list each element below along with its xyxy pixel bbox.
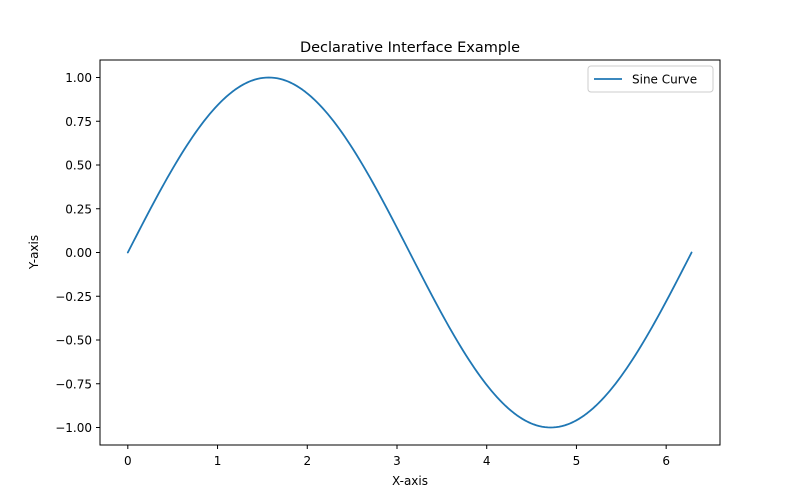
y-axis-title: Y-axis: [27, 235, 41, 270]
x-tick-label: 6: [662, 454, 670, 468]
y-tick-label: −0.75: [55, 377, 92, 391]
x-axis-title: X-axis: [392, 474, 428, 488]
legend-label: Sine Curve: [632, 73, 697, 87]
x-tick-label: 1: [214, 454, 222, 468]
y-tick-label: 0.25: [65, 202, 92, 216]
ticks-layer: 0 1 2 3 4 5 6 1.00 0.75 0.50 0.25 0.00 −0.25 −0.50 −0.…: [55, 71, 670, 468]
y-tick-label: −0.25: [55, 290, 92, 304]
series-line-sine-curve: [128, 78, 692, 428]
y-tick-label: 0.75: [65, 115, 92, 129]
legend: Sine Curve: [588, 66, 713, 92]
chart-title: Declarative Interface Example: [300, 40, 520, 56]
x-tick-label: 5: [573, 454, 581, 468]
series-layer: [128, 78, 692, 428]
y-tick-label: 1.00: [65, 71, 92, 85]
y-tick-label: 0.50: [65, 159, 92, 173]
x-tick-label: 3: [393, 454, 401, 468]
x-tick-label: 0: [124, 454, 132, 468]
x-tick-label: 4: [483, 454, 491, 468]
x-tick-label: 2: [303, 454, 311, 468]
y-tick-label: 0.00: [65, 246, 92, 260]
y-tick-label: −1.00: [55, 421, 92, 435]
y-tick-label: −0.50: [55, 334, 92, 348]
